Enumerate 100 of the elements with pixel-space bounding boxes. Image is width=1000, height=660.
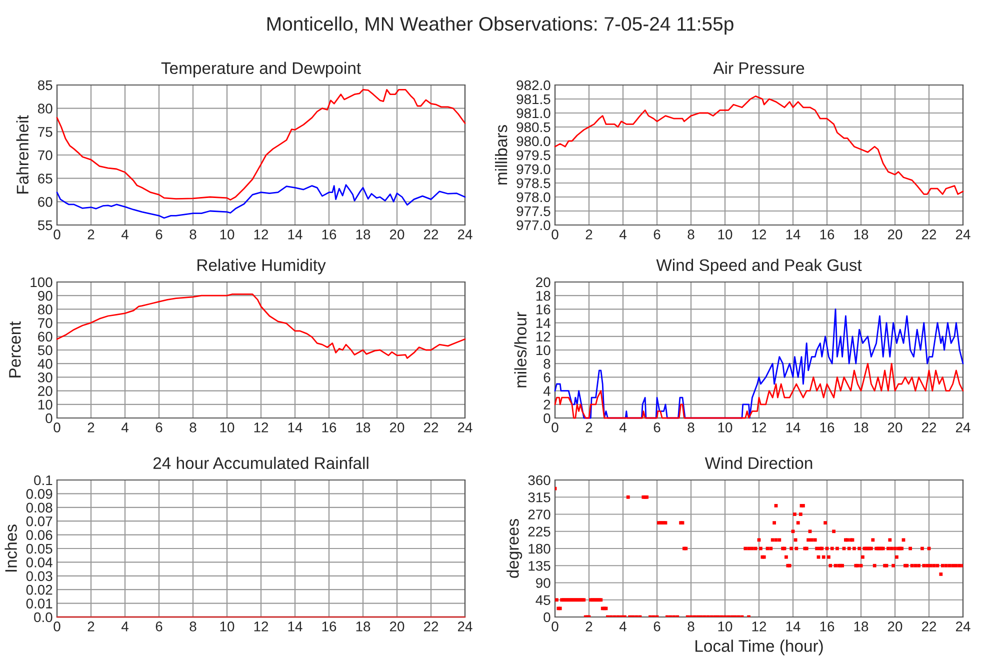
x-tick-label: 16 bbox=[820, 422, 834, 432]
x-tick-label: 6 bbox=[654, 230, 660, 240]
x-tick-label: 24 bbox=[458, 230, 472, 240]
x-tick-label: 8 bbox=[190, 230, 196, 240]
x-tick-label: 14 bbox=[288, 422, 302, 432]
x-tick-label: 10 bbox=[718, 622, 732, 632]
x-tick-label: 10 bbox=[220, 230, 234, 240]
x-tick-label: 14 bbox=[288, 622, 302, 632]
x-tick-label: 22 bbox=[922, 422, 936, 432]
x-tick-label: 20 bbox=[888, 230, 902, 240]
y-tick-label: 14 bbox=[536, 318, 550, 328]
x-tick-label: 2 bbox=[88, 622, 94, 632]
y-tick-label: 12 bbox=[536, 332, 550, 342]
chart-title: Wind Speed and Peak Gust bbox=[656, 258, 862, 274]
x-tick-label: 10 bbox=[718, 422, 732, 432]
y-tick-label: 85 bbox=[38, 80, 52, 90]
y-tick-label: 0.06 bbox=[26, 530, 52, 540]
y-tick-label: 60 bbox=[38, 197, 52, 207]
x-tick-label: 16 bbox=[322, 230, 336, 240]
y-tick-label: 980.0 bbox=[516, 136, 550, 146]
x-tick-label: 14 bbox=[786, 422, 800, 432]
y-tick-label: 0.1 bbox=[34, 475, 52, 486]
y-tick-label: 981.0 bbox=[516, 108, 550, 118]
y-tick-label: 16 bbox=[536, 304, 550, 314]
y-tick-label: 0 bbox=[46, 413, 52, 424]
y-tick-label: 981.5 bbox=[516, 94, 550, 104]
chart-title: Temperature and Dewpoint bbox=[161, 62, 361, 78]
y-axis-title: miles/hour bbox=[514, 312, 527, 388]
y-tick-label: 10 bbox=[38, 400, 52, 410]
x-tick-label: 12 bbox=[752, 230, 766, 240]
x-tick-label: 18 bbox=[854, 622, 868, 632]
x-tick-label: 6 bbox=[654, 422, 660, 432]
x-tick-label: 24 bbox=[956, 622, 970, 632]
y-tick-label: 50 bbox=[38, 345, 52, 356]
line-series bbox=[56, 88, 466, 200]
y-tick-label: 0 bbox=[544, 612, 550, 622]
y-axis-title: Percent bbox=[9, 321, 21, 378]
chart-title: Relative Humidity bbox=[198, 258, 326, 274]
x-tick-label: 10 bbox=[220, 622, 234, 632]
x-tick-label: 22 bbox=[424, 622, 438, 632]
y-tick-label: 0.05 bbox=[26, 544, 52, 554]
x-tick-label: 0 bbox=[552, 422, 558, 432]
y-tick-label: 10 bbox=[536, 345, 550, 356]
y-tick-label: 6 bbox=[544, 372, 550, 382]
line-series bbox=[56, 184, 466, 219]
x-tick-label: 10 bbox=[718, 230, 732, 240]
y-tick-label: 0.01 bbox=[26, 598, 52, 608]
y-tick-label: 30 bbox=[38, 372, 52, 382]
x-tick-label: 8 bbox=[688, 422, 694, 432]
x-tick-label: 24 bbox=[458, 622, 472, 632]
y-tick-label: 20 bbox=[536, 277, 550, 288]
chart-title: Wind Direction bbox=[704, 456, 812, 470]
x-tick-label: 18 bbox=[854, 230, 868, 240]
y-tick-label: 65 bbox=[38, 174, 52, 184]
x-tick-label: 22 bbox=[922, 230, 936, 240]
y-axis-title: Fahrenheit bbox=[16, 115, 29, 194]
y-tick-label: 80 bbox=[38, 104, 52, 114]
x-tick-label: 4 bbox=[121, 230, 128, 240]
x-tick-label: 12 bbox=[254, 230, 268, 240]
x-tick-label: 4 bbox=[619, 230, 626, 240]
y-tick-label: 70 bbox=[38, 150, 52, 160]
x-tick-label: 24 bbox=[956, 230, 970, 240]
x-tick-label: 14 bbox=[288, 230, 302, 240]
x-tick-label: 12 bbox=[254, 422, 268, 432]
x-tick-label: 6 bbox=[654, 622, 660, 632]
line-series bbox=[554, 96, 964, 195]
y-tick-label: 60 bbox=[38, 332, 52, 342]
y-tick-label: 90 bbox=[38, 290, 52, 301]
x-tick-label: 18 bbox=[356, 230, 370, 240]
y-tick-label: 0.07 bbox=[26, 516, 52, 526]
y-tick-label: 0.09 bbox=[26, 489, 52, 499]
y-tick-label: 8 bbox=[544, 358, 550, 369]
x-tick-label: 4 bbox=[121, 622, 128, 632]
x-tick-label: 24 bbox=[458, 422, 472, 432]
y-tick-label: 977.0 bbox=[516, 220, 550, 230]
x-tick-label: 6 bbox=[156, 422, 162, 432]
y-axis-title: Inches bbox=[4, 524, 17, 572]
y-tick-label: 80 bbox=[38, 304, 52, 314]
x-tick-label: 6 bbox=[156, 230, 162, 240]
x-tick-label: 22 bbox=[424, 230, 438, 240]
x-tick-label: 22 bbox=[424, 422, 438, 432]
y-tick-label: 0.03 bbox=[26, 571, 52, 582]
x-tick-label: 4 bbox=[121, 422, 128, 432]
y-tick-label: 75 bbox=[38, 127, 52, 137]
y-axis-title: millibars bbox=[494, 125, 508, 184]
x-tick-label: 8 bbox=[190, 422, 196, 432]
y-tick-label: 0.04 bbox=[26, 558, 52, 568]
x-tick-label: 24 bbox=[956, 422, 970, 432]
x-tick-label: 20 bbox=[390, 422, 404, 432]
x-axis-title: Local Time (hour) bbox=[696, 640, 823, 656]
y-tick-label: 979.0 bbox=[516, 164, 550, 174]
x-tick-label: 2 bbox=[88, 230, 94, 240]
y-tick-label: 978.5 bbox=[516, 178, 550, 188]
x-tick-label: 16 bbox=[820, 230, 834, 240]
x-tick-label: 22 bbox=[922, 622, 936, 632]
y-tick-label: 0.02 bbox=[26, 584, 52, 595]
x-tick-label: 2 bbox=[88, 422, 94, 432]
y-tick-label: 0.08 bbox=[26, 502, 52, 513]
x-tick-label: 0 bbox=[54, 422, 60, 432]
y-tick-label: 0.0 bbox=[34, 612, 52, 622]
